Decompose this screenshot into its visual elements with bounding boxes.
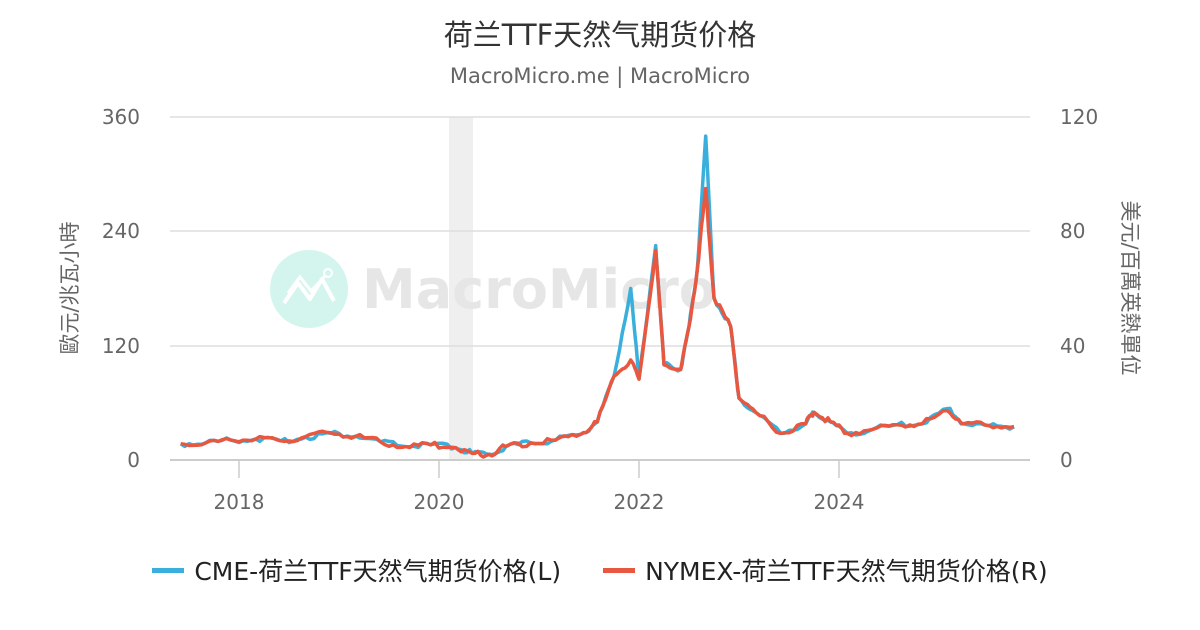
series-line-nymex[interactable] (180, 186, 1015, 459)
chart-title: 荷兰TTF天然气期货价格 (443, 18, 757, 52)
chart-subtitle: MacroMicro.me | MacroMicro (449, 64, 751, 88)
legend-item-nymex[interactable]: NYMEX-荷兰TTF天然气期货价格(R) (603, 552, 1048, 588)
legend-item-cme[interactable]: CME-荷兰TTF天然气期货价格(L) (152, 552, 561, 588)
watermark-text: MacroMicro (362, 258, 716, 321)
left-axis-title: 歐元/兆瓦小時 (58, 221, 82, 354)
right-tick-label: 0 (1060, 448, 1073, 472)
legend: CME-荷兰TTF天然气期货价格(L) NYMEX-荷兰TTF天然气期货价格(R… (0, 552, 1200, 588)
left-tick-label: 0 (127, 448, 140, 472)
right-tick-label: 80 (1060, 219, 1085, 243)
left-tick-label: 120 (102, 334, 140, 358)
legend-swatch-icon (152, 567, 185, 573)
left-tick-label: 240 (102, 219, 140, 243)
x-tick-label: 2020 (414, 490, 465, 514)
left-tick-label: 360 (102, 105, 140, 129)
x-tick-label: 2018 (214, 490, 265, 514)
right-axis-title: 美元/百萬英熱單位 (1118, 200, 1142, 375)
right-tick-label: 120 (1060, 105, 1098, 129)
x-tick-label: 2022 (614, 490, 665, 514)
legend-label: NYMEX-荷兰TTF天然气期货价格(R) (645, 557, 1048, 586)
x-axis-ticks (238, 460, 840, 478)
legend-label: CME-荷兰TTF天然气期货价格(L) (194, 557, 562, 586)
gridlines (170, 116, 1030, 347)
right-tick-label: 40 (1060, 334, 1085, 358)
recession-shading (449, 117, 473, 460)
legend-swatch-icon (603, 567, 636, 573)
x-tick-label: 2024 (814, 490, 865, 514)
